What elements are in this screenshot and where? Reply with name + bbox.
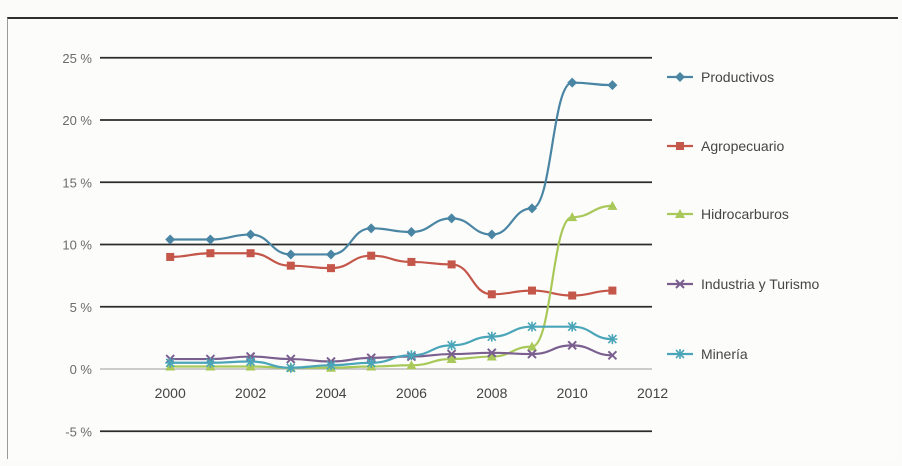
data-point: [166, 252, 175, 261]
data-point: [568, 291, 577, 300]
legend-entry-agropecuario: Agropecuario: [667, 138, 784, 154]
y-tick-label: -5 %: [65, 424, 92, 439]
legend-entry-productivos: Productivos: [667, 69, 774, 85]
data-point: [607, 334, 618, 345]
data-point: [245, 229, 256, 240]
data-point: [366, 223, 377, 234]
data-point: [567, 77, 578, 88]
legend-marker: [675, 279, 685, 289]
data-point: [607, 350, 618, 361]
data-point: [487, 290, 496, 299]
x-tick-label: 2006: [396, 385, 427, 401]
y-tick-label: 10 %: [62, 238, 92, 253]
data-point: [165, 234, 176, 245]
series-line: [170, 344, 613, 363]
series-line: [170, 81, 613, 256]
data-point: [367, 251, 376, 260]
x-tick-label: 2010: [557, 385, 588, 401]
legend-marker: [675, 209, 685, 218]
data-point: [246, 249, 255, 258]
y-tick-label: 25 %: [62, 51, 92, 66]
data-point: [446, 349, 457, 359]
data-point: [527, 349, 537, 359]
data-point: [446, 340, 457, 351]
y-tick-label: 15 %: [62, 175, 92, 190]
data-point: [326, 360, 336, 371]
data-point: [608, 286, 617, 295]
x-tick-label: 2008: [476, 385, 507, 401]
series-mineria: [165, 321, 618, 373]
data-point: [206, 249, 215, 258]
x-tick-label: 2000: [155, 385, 186, 401]
x-tick-label: 2004: [315, 385, 346, 401]
data-point: [607, 200, 618, 210]
data-point: [567, 321, 578, 332]
data-point: [366, 357, 377, 368]
data-point: [286, 261, 295, 270]
data-point: [446, 213, 457, 224]
data-point: [486, 229, 497, 240]
legend-marker: [676, 142, 684, 150]
data-point: [407, 257, 416, 266]
legend-label: Productivos: [701, 69, 774, 85]
legend-label: Agropecuario: [701, 138, 784, 154]
data-point: [528, 286, 536, 295]
data-point: [326, 249, 336, 260]
data-point: [527, 203, 537, 214]
data-point: [406, 227, 417, 238]
data-point: [205, 357, 216, 368]
data-point: [447, 260, 456, 269]
x-tick-label: 2002: [235, 385, 266, 401]
series-line: [170, 325, 613, 369]
series-agropecuario: [166, 249, 617, 300]
data-point: [607, 80, 618, 91]
series-hidrocarburos: [165, 200, 618, 372]
legend-marker: [675, 349, 685, 359]
x-axis-tick-labels: 2000 2002 2004 2006 2008 2010 2012: [155, 385, 669, 401]
data-point: [567, 340, 577, 351]
data-point: [165, 357, 176, 368]
data-point: [527, 321, 537, 332]
legend-entry-mineria: Minería: [667, 346, 748, 362]
legend-marker: [675, 72, 685, 82]
series-line: [170, 252, 613, 297]
data-point: [327, 264, 335, 273]
data-point: [406, 350, 417, 361]
y-tick-label: 0 %: [70, 362, 93, 377]
y-tick-label: 20 %: [62, 113, 92, 128]
data-point: [487, 348, 497, 358]
data-point: [486, 331, 497, 342]
series-productivos: [165, 77, 618, 260]
legend-label: Minería: [701, 346, 748, 362]
data-point: [245, 356, 256, 367]
x-tick-label: 2012: [637, 385, 668, 401]
data-point: [285, 249, 296, 260]
data-point: [446, 354, 457, 364]
data-point: [286, 354, 296, 364]
data-point: [205, 234, 216, 245]
data-point: [527, 341, 537, 351]
series-lines: [165, 77, 618, 373]
legend-entry-industria-y-turismo: Industria y Turismo: [667, 276, 819, 292]
y-tick-label: 5 %: [70, 300, 93, 315]
data-point: [486, 351, 497, 361]
chart-frame: [7, 17, 898, 459]
grid-lines: [100, 56, 652, 433]
legend-label: Industria y Turismo: [701, 276, 819, 292]
legend: Productivos Agropecuario Hidrocarburos Indu…: [667, 69, 819, 362]
y-axis-tick-labels: -5 % 0 % 5 % 10 % 15 % 20 % 25 %: [62, 51, 92, 440]
legend-entry-hidrocarburos: Hidrocarburos: [667, 206, 789, 222]
data-point: [285, 362, 296, 373]
legend-label: Hidrocarburos: [701, 206, 789, 222]
data-point: [406, 360, 417, 370]
data-point: [567, 212, 578, 222]
